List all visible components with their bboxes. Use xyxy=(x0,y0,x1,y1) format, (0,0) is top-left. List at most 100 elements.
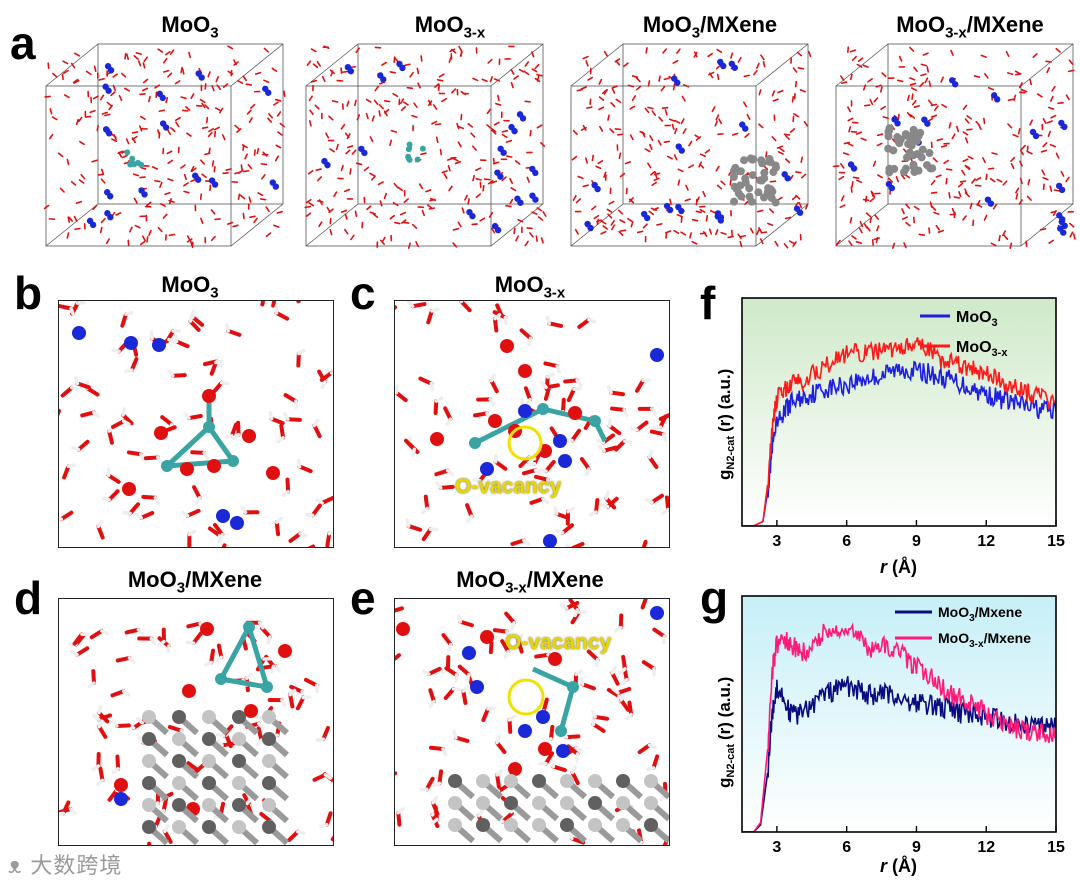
water-molecule xyxy=(117,150,124,155)
water-h xyxy=(59,811,66,816)
water-molecule xyxy=(457,141,462,148)
water-molecule xyxy=(855,240,863,244)
water-molecule xyxy=(601,433,616,445)
water-molecule xyxy=(637,743,652,755)
water-molecule xyxy=(651,110,657,116)
water-molecule xyxy=(443,686,456,701)
water-molecule xyxy=(945,177,948,185)
water-molecule xyxy=(673,154,678,161)
water-h xyxy=(533,468,542,476)
n-atom xyxy=(152,338,166,352)
water-molecule xyxy=(472,174,475,182)
water-molecule xyxy=(607,424,622,436)
water-molecule xyxy=(769,208,775,214)
water-molecule xyxy=(564,734,581,740)
o-atom xyxy=(122,482,136,496)
water-h xyxy=(594,657,600,668)
water-molecule xyxy=(165,50,171,56)
water-molecule xyxy=(323,45,330,50)
water-molecule xyxy=(211,160,215,167)
water-molecule xyxy=(532,451,542,466)
water-molecule xyxy=(467,198,470,205)
water-molecule xyxy=(142,78,149,84)
n2-molecule xyxy=(107,214,114,221)
water-molecule xyxy=(333,191,338,198)
water-h xyxy=(138,452,145,462)
n2-molecule xyxy=(361,149,368,157)
water-molecule xyxy=(585,157,589,164)
water-molecule xyxy=(121,72,127,78)
panel-label-b: b xyxy=(14,267,43,319)
water-molecule xyxy=(305,198,312,204)
water-molecule xyxy=(529,232,534,238)
water-h xyxy=(240,505,248,515)
water-molecule xyxy=(1040,149,1048,153)
water-h xyxy=(281,489,290,497)
panel-label-e: e xyxy=(350,572,376,624)
water-molecule xyxy=(609,128,615,134)
water-molecule xyxy=(1057,101,1064,105)
water-h xyxy=(429,381,434,392)
water-h xyxy=(428,699,436,708)
mxene-atom xyxy=(232,776,246,790)
water-h xyxy=(486,706,496,711)
water-molecule xyxy=(438,73,445,78)
water-h xyxy=(411,447,417,457)
water-molecule xyxy=(500,639,511,654)
water-molecule xyxy=(125,138,130,145)
water-molecule xyxy=(106,473,121,484)
water-h xyxy=(396,807,405,815)
mxene-atom xyxy=(918,145,927,154)
water-molecule xyxy=(200,159,206,165)
water-molecule xyxy=(580,86,587,90)
water-h xyxy=(652,425,663,430)
water-molecule xyxy=(345,149,351,155)
water-h xyxy=(167,369,175,378)
water-molecule xyxy=(649,143,653,151)
water-molecule xyxy=(649,135,654,142)
mxene-atom xyxy=(476,796,490,810)
water-molecule xyxy=(509,177,514,185)
water-h xyxy=(488,397,496,407)
water-molecule xyxy=(1046,67,1051,74)
o-atom xyxy=(480,630,494,644)
water-molecule xyxy=(212,522,225,537)
water-molecule xyxy=(274,310,290,321)
water-molecule xyxy=(702,230,708,237)
water-molecule xyxy=(497,94,500,102)
water-molecule xyxy=(696,196,700,203)
water-molecule xyxy=(927,117,934,122)
water-h xyxy=(124,368,134,373)
water-h xyxy=(457,614,463,624)
water-molecule xyxy=(1048,106,1055,110)
water-molecule xyxy=(214,218,221,221)
water-molecule xyxy=(226,328,242,337)
x-tick-label: 12 xyxy=(977,839,995,856)
water-molecule xyxy=(616,133,624,136)
water-molecule xyxy=(399,211,407,216)
water-molecule xyxy=(708,71,715,76)
water-molecule xyxy=(154,179,161,183)
water-molecule xyxy=(355,162,363,166)
water-molecule xyxy=(1010,163,1015,170)
water-molecule xyxy=(767,222,774,227)
water-molecule xyxy=(186,621,203,629)
water-molecule xyxy=(1046,120,1053,124)
water-molecule xyxy=(1014,72,1022,76)
mo-o-bond xyxy=(558,686,576,732)
water-molecule xyxy=(992,203,998,210)
water-molecule xyxy=(910,87,917,92)
mxene-atom xyxy=(202,820,216,834)
water-molecule xyxy=(1051,85,1056,92)
water-h xyxy=(575,378,583,387)
o-atom xyxy=(548,652,562,666)
water-molecule xyxy=(439,148,443,156)
water-molecule xyxy=(167,159,174,165)
water-molecule xyxy=(182,109,189,112)
mxene-atom xyxy=(504,818,518,832)
water-molecule xyxy=(501,176,507,182)
mo-atom xyxy=(419,145,426,152)
water-molecule xyxy=(317,369,328,384)
water-molecule xyxy=(757,209,764,213)
water-molecule xyxy=(306,60,312,66)
